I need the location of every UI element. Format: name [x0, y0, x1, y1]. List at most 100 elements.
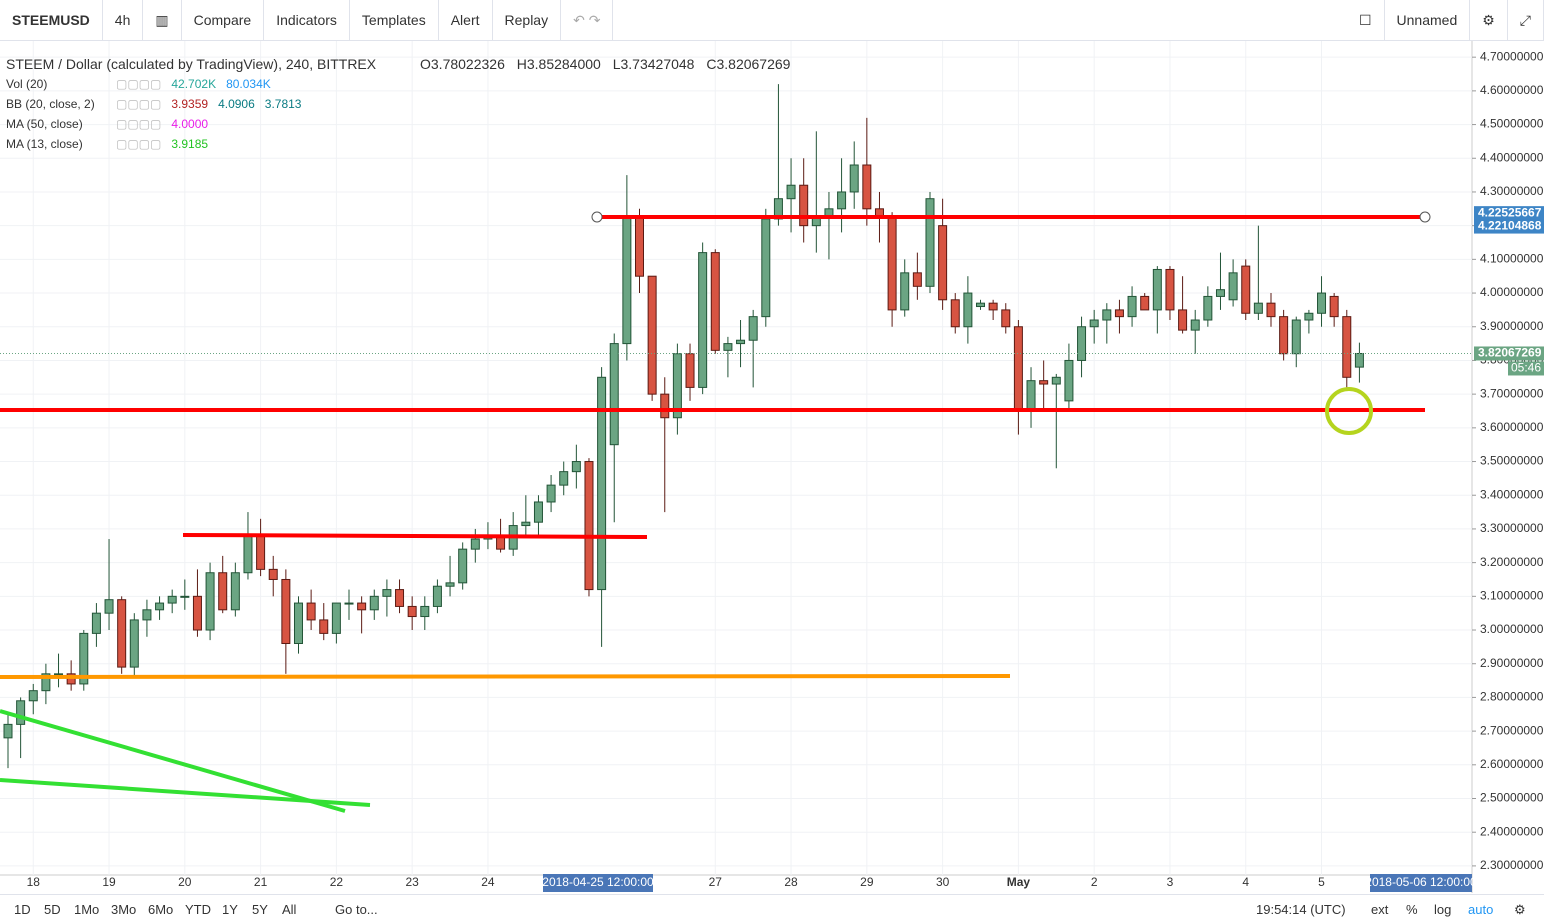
option[interactable]: ext: [1371, 902, 1389, 917]
trend-line[interactable]: [0, 709, 346, 813]
candle-body: [41, 673, 51, 692]
indicator-value: 80.034K: [226, 77, 271, 91]
candle-body: [155, 602, 165, 611]
price-label: 4.22525667: [1478, 205, 1542, 219]
range-button[interactable]: 3Mo: [111, 902, 137, 917]
countdown-bg: [1508, 361, 1544, 376]
x-tick-label: 20: [178, 875, 192, 889]
indicator-name: MA (13, close): [6, 137, 83, 151]
candle-body: [407, 605, 417, 618]
candle-body: [963, 292, 973, 328]
indicator-buttons[interactable]: ▢▢▢▢: [116, 137, 162, 151]
candle-body: [142, 609, 152, 621]
range-button[interactable]: 5Y: [252, 902, 268, 917]
end-label-bg: [1370, 874, 1472, 892]
compare[interactable]: Compare: [182, 0, 265, 40]
chart-style[interactable]: ▥: [143, 0, 182, 40]
indicator-row: BB (20, close, 2) ▢▢▢▢ 3.9359 4.0906 3.7813: [6, 97, 311, 111]
goto[interactable]: Go to...: [335, 902, 378, 917]
candle-body: [79, 632, 89, 685]
handle[interactable]: [1419, 211, 1431, 223]
candle-body: [1266, 302, 1276, 318]
ohlc-low: L3.73427048: [612, 56, 695, 72]
indicator-row: MA (50, close) ▢▢▢▢ 4.0000: [6, 117, 218, 131]
candle-body: [1114, 309, 1124, 318]
candle-body: [849, 164, 859, 193]
templates[interactable]: Templates: [350, 0, 439, 40]
y-tick-label: 2.50000000: [1480, 791, 1544, 805]
candle-body: [533, 501, 543, 523]
range-button[interactable]: 6Mo: [148, 902, 174, 917]
x-tick-label: 24: [481, 875, 495, 889]
expand[interactable]: ⤢: [1508, 0, 1544, 40]
candle-body: [306, 602, 316, 621]
candle-body: [243, 535, 253, 574]
handle[interactable]: [591, 211, 603, 223]
range-button[interactable]: 1D: [14, 902, 31, 917]
option[interactable]: %: [1406, 902, 1418, 917]
indicator-value: 42.702K: [171, 77, 217, 91]
y-tick-label: 3.20000000: [1480, 555, 1544, 569]
support-line[interactable]: [0, 674, 1011, 679]
x-tick-label: 30: [936, 875, 950, 889]
indicator-row: Vol (20) ▢▢▢▢ 42.702K 80.034K: [6, 77, 281, 91]
candle-body: [344, 602, 354, 605]
fullscreen-box[interactable]: ☐: [1347, 0, 1385, 40]
range-button[interactable]: 1Y: [222, 902, 238, 917]
range-button[interactable]: All: [282, 902, 297, 917]
x-tick-label: 22: [330, 875, 344, 889]
candle-body: [104, 599, 114, 614]
candle-body: [1064, 359, 1074, 402]
highlight-circle[interactable]: [1325, 387, 1373, 435]
candle-body: [91, 612, 101, 634]
range-button[interactable]: 5D: [44, 902, 61, 917]
candle-body: [369, 595, 379, 611]
candle-body: [837, 191, 847, 210]
candle-body: [180, 595, 190, 598]
settings[interactable]: ⚙: [1470, 0, 1508, 40]
x-tick-label: 5: [1318, 875, 1325, 889]
candle-body: [281, 578, 291, 645]
indicator-value: 4.0000: [171, 117, 209, 131]
candle-body: [1077, 326, 1087, 361]
symbol[interactable]: STEEMUSD: [0, 0, 103, 40]
candle-body: [1291, 319, 1301, 355]
y-tick-label: 4.50000000: [1480, 117, 1544, 131]
candle-body: [1241, 265, 1251, 314]
bottom-bar: 1D 5D 1Mo 3Mo 6Mo YTD 1Y 5Y All Go to... 19:54:14 …: [0, 894, 1544, 923]
candle-body: [331, 602, 341, 634]
interval[interactable]: 4h: [103, 0, 144, 40]
indicator-buttons[interactable]: ▢▢▢▢: [116, 77, 162, 91]
candle-body: [571, 461, 581, 473]
candle-body: [1342, 316, 1352, 378]
undo-redo[interactable]: ↶ ↷: [561, 0, 614, 40]
range-button[interactable]: 1Mo: [74, 902, 100, 917]
candle-body: [597, 376, 607, 591]
candle-body: [1152, 268, 1162, 311]
trend-line[interactable]: [0, 778, 371, 807]
trend-line[interactable]: [182, 533, 648, 539]
candle-body: [710, 252, 720, 351]
candle-body: [824, 208, 834, 217]
replay[interactable]: Replay: [493, 0, 562, 40]
layout-name[interactable]: Unnamed: [1385, 0, 1471, 40]
option[interactable]: auto: [1468, 902, 1494, 917]
price-label-bg: [1474, 346, 1544, 361]
candle-body: [1279, 316, 1289, 355]
candle-body: [912, 272, 922, 287]
settings[interactable]: ⚙: [1514, 902, 1526, 917]
option[interactable]: log: [1434, 902, 1452, 917]
range-button[interactable]: YTD: [185, 902, 211, 917]
candle-body: [660, 393, 670, 419]
indicator-buttons[interactable]: ▢▢▢▢: [116, 97, 162, 111]
candle-body: [950, 299, 960, 328]
indicators[interactable]: Indicators: [264, 0, 350, 40]
alert[interactable]: Alert: [439, 0, 493, 40]
candle-body: [3, 723, 13, 739]
grid: [0, 41, 1472, 875]
x-tick-label: 21: [254, 875, 268, 889]
y-tick-label: 2.30000000: [1480, 858, 1544, 872]
x-tick-label: 3: [1167, 875, 1174, 889]
indicator-buttons[interactable]: ▢▢▢▢: [116, 117, 162, 131]
